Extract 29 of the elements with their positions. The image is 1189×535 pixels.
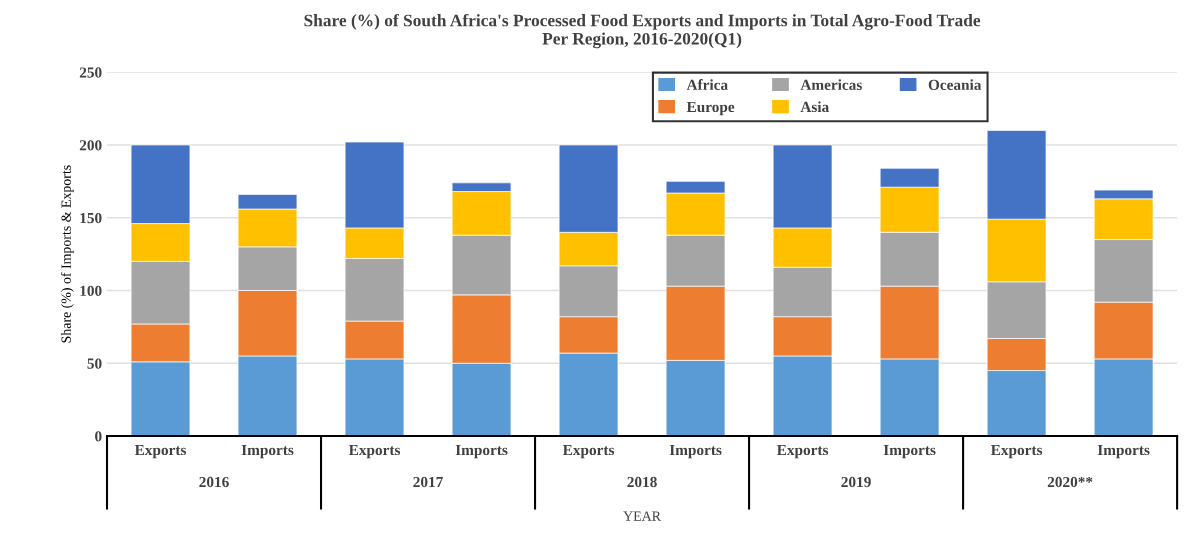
legend-label: Oceania <box>928 79 982 90</box>
legend-label: Americas <box>800 79 862 90</box>
legend-label: Asia <box>800 101 829 113</box>
y-axis-title: Share (%) of Imports & Exports <box>60 165 74 343</box>
x-tick-label: Exports <box>134 444 187 459</box>
x-tick-label: Imports <box>455 444 508 459</box>
y-tick-label: 0 <box>95 431 102 442</box>
chart-title: Share (%) of South Africa's Processed Food Exports and Imports in Total Agro-Food Trade Per Region, 2016-2020(Q1) <box>304 13 981 49</box>
x-tick-label: Imports <box>1097 444 1150 459</box>
text: 2017 <box>413 476 443 488</box>
text: 2019 <box>841 476 871 488</box>
x-tick-label: Exports <box>562 444 615 459</box>
x-axis-title: YEAR <box>623 511 661 521</box>
legend-label: Europe <box>686 101 735 116</box>
x-tick-label: Imports <box>883 444 936 459</box>
text: 2020** <box>1047 476 1093 488</box>
y-tick-label: 100 <box>80 285 102 296</box>
y-tick-label: 50 <box>87 358 102 369</box>
y-tick-label: 250 <box>79 67 102 78</box>
y-tick-label: 150 <box>80 212 102 224</box>
x-tick-label: Imports <box>669 444 722 459</box>
x-tick-label: Exports <box>776 444 829 459</box>
legend-label: Africa <box>686 79 728 90</box>
x-tick-label: Imports <box>241 444 294 459</box>
x-tick-label: Exports <box>990 444 1043 459</box>
y-tick-label: 200 <box>79 140 102 151</box>
text: 2018 <box>627 476 657 488</box>
text: 2016 <box>199 476 229 488</box>
x-tick-label: Exports <box>348 444 401 459</box>
